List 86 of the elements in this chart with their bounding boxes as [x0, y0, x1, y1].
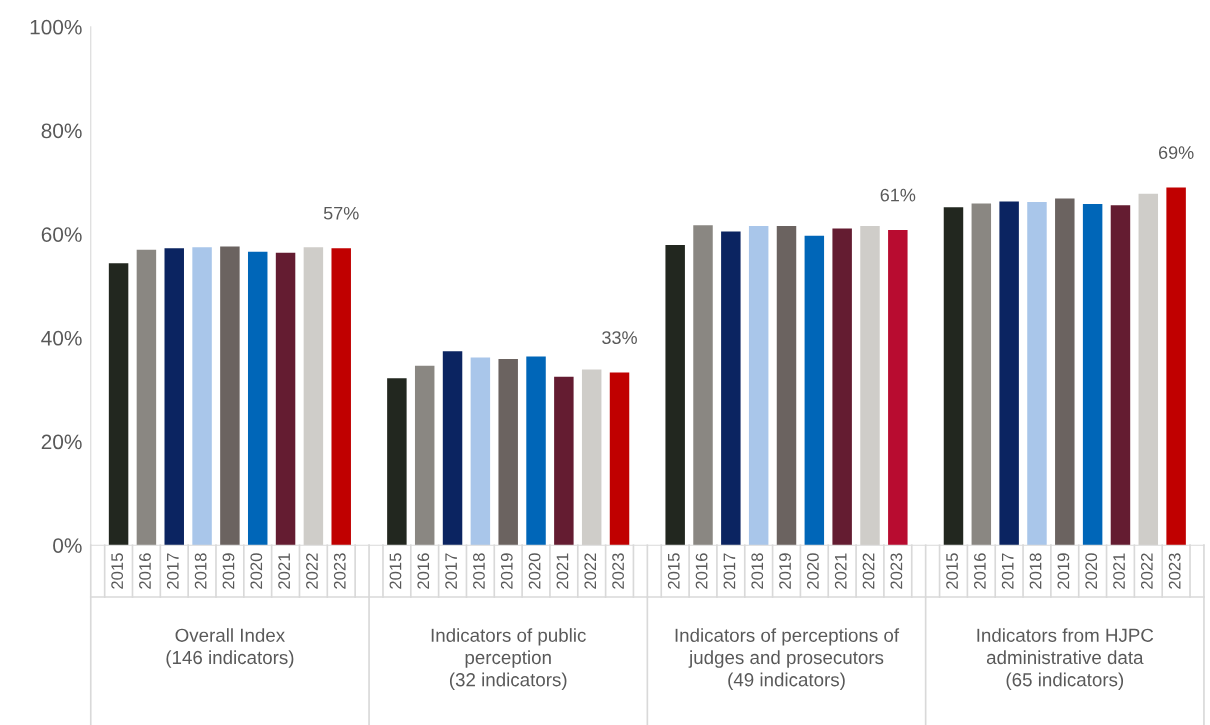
y-tick-label: 100%: [30, 19, 82, 35]
x-tick-label: Indicators of perceptions of judges and prosecutors (49 indicators): [675, 628, 900, 691]
text: 2023: [1168, 553, 1181, 589]
bar: [526, 356, 546, 546]
text: 2018: [473, 553, 485, 589]
bar: [1055, 198, 1075, 546]
text: 2015: [667, 553, 680, 589]
x-tick-label: Overall Index (146 indicators): [166, 628, 294, 668]
y-tick-label: 80%: [41, 123, 82, 139]
bar: [943, 207, 964, 546]
bar: [331, 248, 351, 546]
bar: [1166, 187, 1186, 546]
data-label: 61%: [880, 188, 916, 202]
text: 2019: [222, 553, 235, 589]
bar: [776, 225, 797, 546]
text: 2015: [389, 553, 402, 589]
text: 2023: [890, 553, 903, 589]
data-label: 69%: [1158, 146, 1194, 159]
text: 2023: [612, 553, 624, 589]
bar: [387, 378, 407, 546]
y-tick-label: 60%: [41, 227, 82, 242]
y-tick-label: 40%: [41, 330, 82, 346]
bar: [693, 225, 713, 546]
text: 2017: [166, 553, 179, 589]
y-tick-label: 0%: [53, 538, 82, 553]
bar: [498, 359, 518, 546]
text: 2018: [194, 553, 207, 589]
text: 2017: [1001, 553, 1014, 589]
text: 2016: [139, 553, 151, 589]
text: 2017: [723, 553, 736, 589]
text: 2017: [445, 553, 458, 589]
text: 2022: [306, 553, 318, 589]
bar: [581, 369, 602, 546]
bar: [804, 235, 825, 546]
bar: [442, 351, 463, 546]
bar: [554, 376, 574, 546]
bar: [1082, 204, 1103, 546]
bar: [971, 203, 992, 546]
text: 2020: [807, 553, 819, 589]
bar: [164, 248, 184, 546]
bar: [832, 228, 852, 546]
text: 2022: [862, 553, 875, 589]
bar: [414, 365, 435, 546]
x-tick-label: Indicators of public perception (32 indicators): [431, 628, 586, 691]
text: 2015: [111, 553, 124, 589]
text: 2021: [556, 553, 569, 589]
data-label: 33%: [602, 331, 637, 345]
y-tick-label: 20%: [41, 434, 82, 450]
bar: [1138, 193, 1159, 546]
text: 2021: [1113, 553, 1125, 589]
text: 2018: [1029, 553, 1042, 589]
text: 2019: [779, 553, 791, 589]
bar: [999, 201, 1019, 546]
text: 2022: [1140, 553, 1153, 589]
bar: [609, 372, 630, 546]
bar: [247, 251, 268, 546]
text: 2019: [500, 553, 513, 589]
bar: [136, 249, 157, 546]
x-tick-label: Indicators from HJPC administrative data (65 indicators): [977, 628, 1154, 691]
bar: [860, 225, 880, 546]
bar: [303, 247, 324, 546]
bar: [665, 245, 685, 546]
bar: [470, 357, 491, 546]
text: 2021: [278, 553, 291, 589]
text: 2020: [250, 553, 263, 589]
text: 2023: [333, 553, 346, 589]
bar: [275, 252, 296, 546]
text: 2016: [695, 553, 708, 589]
text: 2020: [1085, 553, 1098, 589]
bar: [748, 225, 769, 546]
data-label: 57%: [323, 206, 359, 220]
text: 2018: [751, 553, 764, 589]
bar: [108, 263, 129, 546]
text: 2019: [1057, 553, 1070, 589]
text: 2015: [946, 553, 958, 589]
bar: [192, 247, 212, 546]
bar: [888, 230, 908, 546]
bar: [721, 231, 741, 546]
bar: [220, 246, 240, 546]
text: 2022: [584, 553, 597, 589]
text: 2016: [973, 553, 986, 589]
text: 2021: [834, 553, 847, 589]
bar: [1110, 205, 1131, 546]
bar: [1027, 202, 1047, 546]
text: 2020: [528, 553, 541, 589]
text: 2016: [417, 553, 430, 589]
